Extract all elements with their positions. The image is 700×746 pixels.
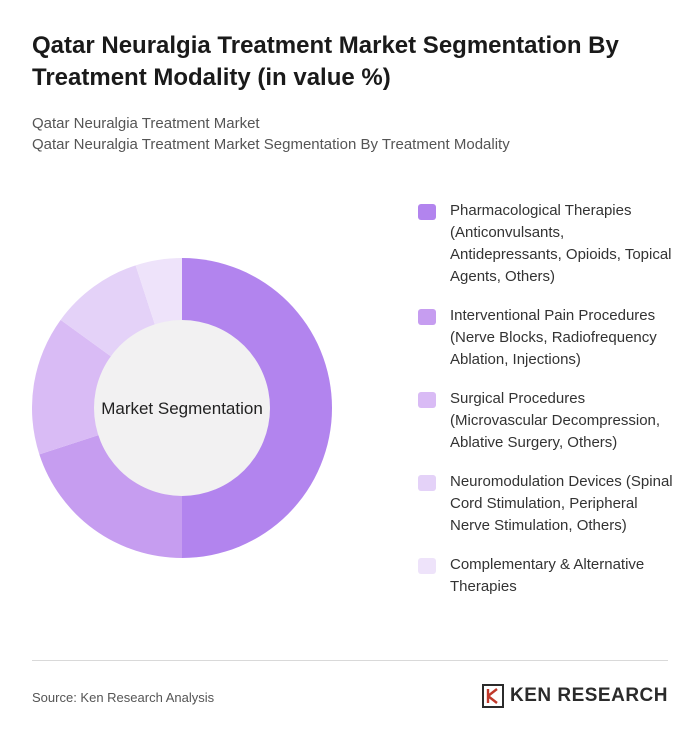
page-title: Qatar Neuralgia Treatment Market Segment… <box>32 32 619 91</box>
footer-divider <box>32 660 668 661</box>
legend-label: Neuromodulation Devices (Spinal Cord Sti… <box>450 473 673 534</box>
legend-item[interactable]: Neuromodulation Devices (Spinal Cord Sti… <box>418 471 678 537</box>
donut-chart-svg: Market Segmentation <box>32 258 332 558</box>
legend-label: Surgical Procedures (Microvascular Decom… <box>450 390 661 451</box>
legend-item[interactable]: Complementary & Alternative Therapies <box>418 554 678 598</box>
legend-item[interactable]: Pharmacological Therapies (Anticonvulsan… <box>418 200 678 288</box>
legend-swatch <box>418 309 436 325</box>
breadcrumb-item[interactable]: Qatar Neuralgia Treatment Market Segment… <box>32 136 510 153</box>
chart-legend: Pharmacological Therapies (Anticonvulsan… <box>418 200 678 615</box>
legend-item[interactable]: Interventional Pain Procedures (Nerve Bl… <box>418 305 678 371</box>
legend-swatch <box>418 558 436 574</box>
legend-label: Interventional Pain Procedures (Nerve Bl… <box>450 307 657 368</box>
legend-label: Complementary & Alternative Therapies <box>450 556 645 595</box>
legend-swatch <box>418 475 436 491</box>
legend-item[interactable]: Surgical Procedures (Microvascular Decom… <box>418 388 678 454</box>
breadcrumb-item[interactable]: Qatar Neuralgia Treatment Market <box>32 115 260 132</box>
legend-swatch <box>418 392 436 408</box>
brand-name: KEN RESEARCH <box>509 685 668 706</box>
ken-research-logo-icon <box>481 684 504 708</box>
donut-center-label: Market Segmentation <box>101 399 263 418</box>
legend-swatch <box>418 204 436 220</box>
brand-logo: KEN RESEARCH <box>481 684 668 708</box>
donut-chart: Market Segmentation <box>32 258 332 558</box>
breadcrumb: Qatar Neuralgia Treatment Market Qatar N… <box>32 113 672 155</box>
donut-hole <box>94 320 270 496</box>
source-note: Source: Ken Research Analysis <box>32 690 215 705</box>
legend-label: Pharmacological Therapies (Anticonvulsan… <box>450 202 672 285</box>
